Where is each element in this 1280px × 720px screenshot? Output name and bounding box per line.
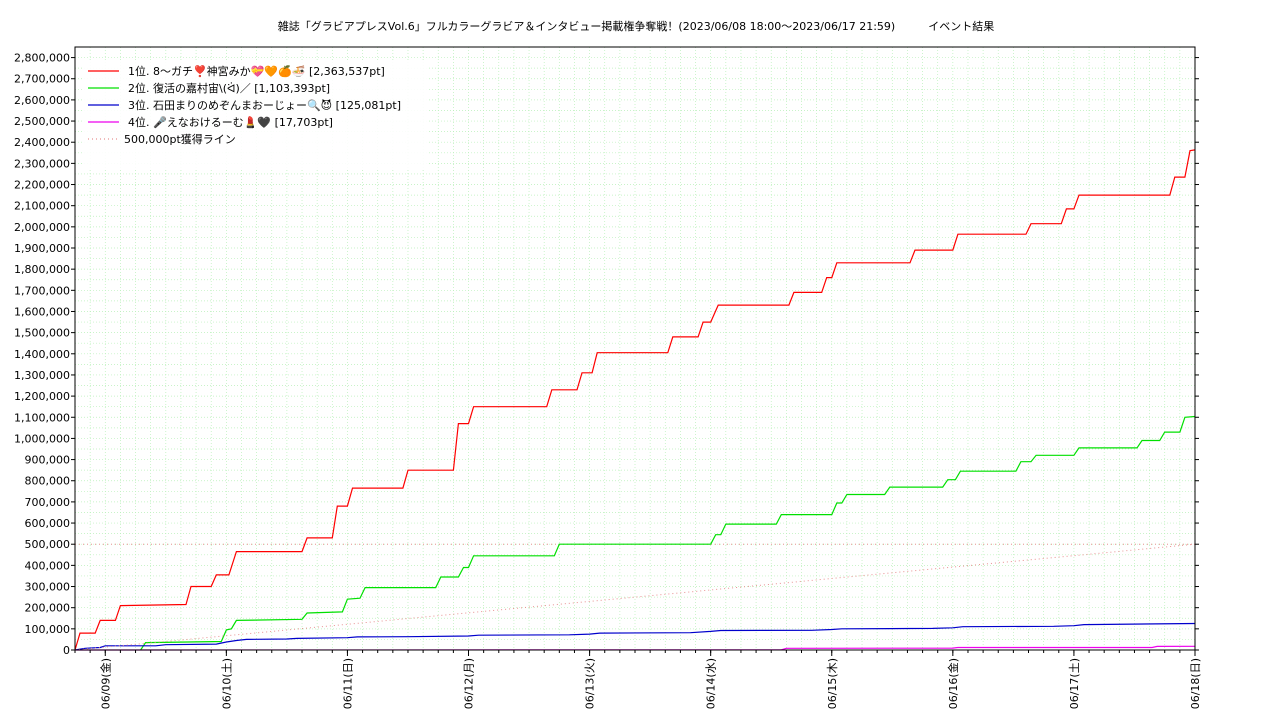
x-tick-label: 06/14(水): [705, 658, 718, 709]
y-tick-label: 900,000: [25, 454, 71, 467]
legend-box: [82, 60, 427, 170]
legend-entry-label: 4位. 🎤えなおけるーむ💄🖤 [17,703pt]: [128, 115, 333, 129]
y-tick-label: 1,600,000: [14, 305, 70, 318]
x-axis-ticks: 06/09(金) 06/10(土) 06/11(日) 06/12(月) 06/13(火)…: [74, 650, 1202, 709]
x-tick-label: 06/16(金): [946, 658, 960, 709]
legend-entry-label: 1位. 8〜ガチ❣️神宮みか💝🧡🍊🍜 [2,363,537pt]: [128, 64, 385, 78]
series-line-3: [74, 622, 1196, 651]
y-tick-label: 100,000: [25, 623, 71, 636]
y-tick-label: 800,000: [25, 475, 71, 488]
y-tick-label: 700,000: [25, 496, 71, 509]
x-tick-label: 06/18(日): [1189, 658, 1202, 709]
y-tick-label: 2,100,000: [14, 200, 70, 213]
y-tick-label: 1,800,000: [14, 263, 70, 276]
x-tick-label: 06/12(月): [463, 658, 476, 709]
y-tick-label: 600,000: [25, 517, 71, 530]
y-tick-label: 500,000: [25, 538, 71, 551]
y-tick-label: 2,000,000: [14, 221, 70, 234]
legend: 1位. 8〜ガチ❣️神宮みか💝🧡🍊🍜 [2,363,537pt] 2位. 復活の嘉…: [82, 60, 427, 170]
y-tick-label: 1,500,000: [14, 327, 70, 340]
series-line-1: [74, 149, 1196, 651]
y-tick-label: 1,400,000: [14, 348, 70, 361]
legend-entry-label: 3位. 石田まりのめぞんまおーじょー🔍😈 [125,081pt]: [128, 98, 401, 112]
grid-lines: [74, 46, 1196, 651]
x-tick-label: 06/17(土): [1068, 658, 1081, 709]
y-tick-label: 400,000: [25, 559, 71, 572]
chart-title: 雑誌「グラビアプレスVol.6」フルカラーグラビア＆インタビュー掲載権争奪戦！(…: [277, 20, 995, 33]
y-tick-label: 2,400,000: [14, 136, 70, 149]
y-tick-label: 2,800,000: [14, 52, 70, 65]
y-tick-label: 2,500,000: [14, 115, 70, 128]
legend-entry-label: 2位. 復活の嘉村宙\(ᐛ)／ [1,103,393pt]: [128, 81, 330, 95]
y-tick-label: 0: [63, 644, 70, 657]
x-tick-label: 06/13(火): [584, 658, 597, 709]
y-tick-label: 300,000: [25, 581, 71, 594]
series-line-2: [140, 415, 1196, 651]
x-tick-label: 06/10(土): [220, 658, 233, 709]
y-tick-label: 2,600,000: [14, 94, 70, 107]
y-tick-label: 2,200,000: [14, 179, 70, 192]
y-tick-label: 2,700,000: [14, 73, 70, 86]
y-tick-label: 1,300,000: [14, 369, 70, 382]
y-tick-label: 1,100,000: [14, 411, 70, 424]
x-tick-label: 06/15(木): [826, 658, 839, 709]
y-tick-label: 1,700,000: [14, 284, 70, 297]
y-tick-label: 1,900,000: [14, 242, 70, 255]
x-tick-label: 06/09(金): [98, 658, 112, 709]
y-tick-label: 1,000,000: [14, 432, 70, 445]
y-tick-label: 1,200,000: [14, 390, 70, 403]
y-axis-ticks: 0 100,000 200,000 300,000 400,000 500,000 600,…: [14, 52, 1199, 657]
x-tick-label: 06/11(日): [341, 658, 354, 709]
y-tick-label: 200,000: [25, 602, 71, 615]
y-tick-label: 2,300,000: [14, 157, 70, 170]
legend-entry-label: 500,000pt獲得ライン: [124, 133, 236, 146]
